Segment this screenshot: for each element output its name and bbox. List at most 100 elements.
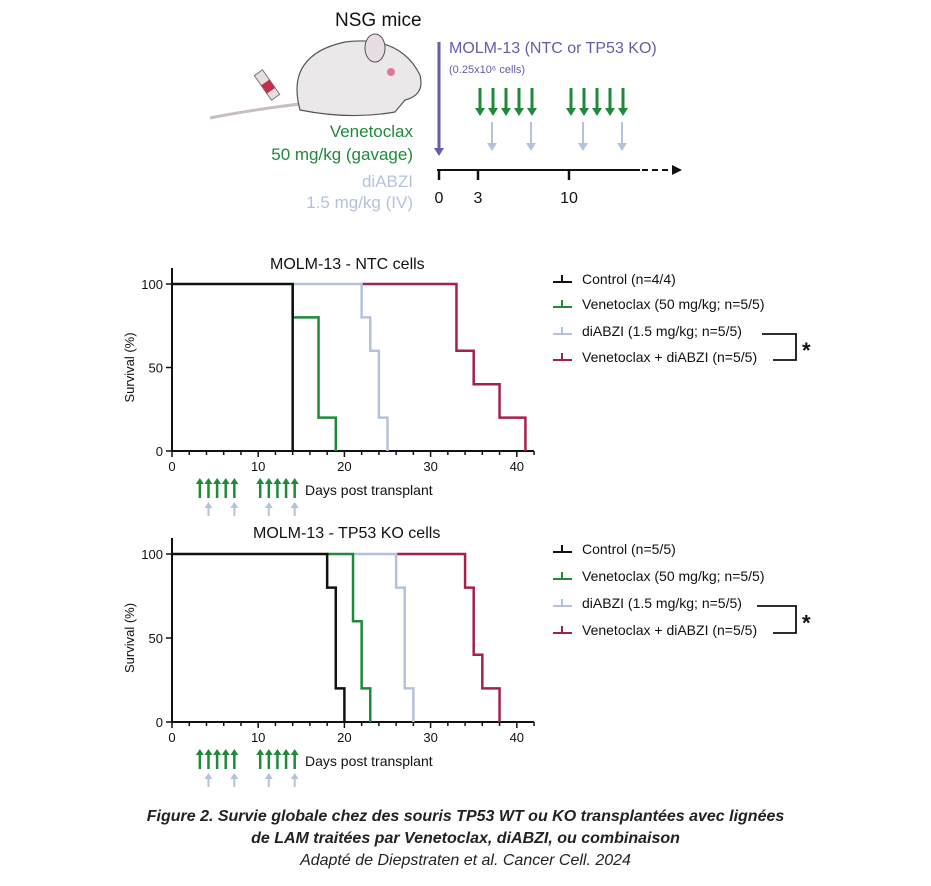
chart1-venetoclax-arrow-head <box>290 478 299 484</box>
schema-title: NSG mice <box>335 10 422 31</box>
chart1-title: MOLM-13 - NTC cells <box>270 256 425 273</box>
chart1-venetoclax-arrow-head <box>256 478 265 484</box>
chart2-venetoclax-arrow-head <box>230 749 239 755</box>
chart1-diabzi-arrow-head <box>290 502 299 508</box>
chart2-x-tick-label: 20 <box>337 730 351 745</box>
chart2-series-diabzi <box>353 552 415 722</box>
diabzi-dose-arrow-head <box>617 143 627 151</box>
chart1-diabzi-arrow-head <box>204 502 213 508</box>
chart2-series-combo <box>396 552 501 722</box>
chart1-legend-diabzi: diABZI (1.5 mg/kg; n=5/5) <box>582 323 742 339</box>
venetoclax-dose-arrow-head <box>592 108 602 116</box>
chart1-x-tick-label: 30 <box>423 459 437 474</box>
chart1-series-venetoclax <box>291 284 338 451</box>
chart2-series-venetoclax <box>327 552 372 722</box>
chart2-diabzi-arrow-head <box>230 773 239 779</box>
mouse-illustration <box>209 33 422 120</box>
chart1-diabzi-arrow-head <box>230 502 239 508</box>
chart2-venetoclax-arrow-head <box>221 749 230 755</box>
timeline-tick-label: 0 <box>435 190 444 207</box>
chart2-y-tick-label: 100 <box>141 547 163 562</box>
chart1-x-tick-label: 40 <box>510 459 524 474</box>
diabzi-dose-arrow-head <box>526 143 536 151</box>
chart1-venetoclax-arrow-head <box>195 478 204 484</box>
venetoclax-dose-arrow-head <box>618 108 628 116</box>
injection-label: MOLM-13 (NTC or TP53 KO) <box>449 40 657 57</box>
chart1-legend-combo: Venetoclax + diABZI (n=5/5) <box>582 349 758 365</box>
diabzi-name: diABZI <box>361 172 413 191</box>
chart1-significance-star: * <box>802 338 811 363</box>
chart1-x-label: Days post transplant <box>305 482 433 498</box>
chart2-legend-venetoclax: Venetoclax (50 mg/kg; n=5/5) <box>582 568 765 584</box>
caption-line2: de LAM traitées par Venetoclax, diABZI, … <box>251 830 680 847</box>
chart1-venetoclax-arrow-head <box>273 478 282 484</box>
chart2-legend-control: Control (n=5/5) <box>582 541 676 557</box>
injection-cells: (0.25x10⁶ cells) <box>449 64 526 76</box>
chart1-legend-control: Control (n=4/4) <box>582 271 676 287</box>
chart1-venetoclax-arrow-head <box>204 478 213 484</box>
diabzi-dose-arrow-head <box>578 143 588 151</box>
chart2-x-tick-label: 10 <box>251 730 265 745</box>
chart1-series-combo <box>361 282 527 451</box>
mouse-tail-icon <box>209 102 301 120</box>
chart1-y-tick-label: 100 <box>141 277 163 292</box>
mouse-body-icon <box>296 40 422 117</box>
chart1-venetoclax-arrow-head <box>264 478 273 484</box>
caption-source: Adapté de Diepstraten et al. Cancer Cell… <box>300 852 631 869</box>
syringe-fluid-icon <box>261 79 276 94</box>
chart2-venetoclax-arrow-head <box>195 749 204 755</box>
chart1-y-label: Survival (%) <box>122 332 137 402</box>
mouse-eye-icon <box>387 68 395 76</box>
chart2-diabzi-arrow-head <box>204 773 213 779</box>
chart2-venetoclax-arrow-head <box>273 749 282 755</box>
chart2-venetoclax-arrow-head <box>290 749 299 755</box>
venetoclax-dose-arrow-head <box>475 108 485 116</box>
chart1-x-tick-label: 10 <box>251 459 265 474</box>
chart1-venetoclax-arrow-head <box>213 478 222 484</box>
chart2-series-control <box>172 552 346 722</box>
chart1-y-tick-label: 50 <box>149 361 163 376</box>
chart1-venetoclax-arrow-head <box>221 478 230 484</box>
chart2-legend-diabzi: diABZI (1.5 mg/kg; n=5/5) <box>582 595 742 611</box>
chart1-x-tick-label: 20 <box>337 459 351 474</box>
timeline-tick-label: 3 <box>474 190 483 207</box>
venetoclax-dose-arrow-head <box>605 108 615 116</box>
chart2-venetoclax-arrow-head <box>282 749 291 755</box>
injection-arrow-head <box>434 148 444 156</box>
chart2-title: MOLM-13 - TP53 KO cells <box>253 525 441 542</box>
chart1-series-control <box>172 282 294 451</box>
chart2-y-tick-label: 50 <box>149 631 163 646</box>
chart2-x-tick-label: 40 <box>510 730 524 745</box>
venetoclax-dose-arrow-head <box>579 108 589 116</box>
chart1-venetoclax-arrow-head <box>282 478 291 484</box>
chart2-x-label: Days post transplant <box>305 753 433 769</box>
chart1-series-diabzi <box>292 282 389 451</box>
timeline-arrowhead-icon <box>672 165 682 175</box>
diabzi-dose: 1.5 mg/kg (IV) <box>306 193 413 212</box>
mouse-ear-icon <box>364 33 386 63</box>
chart2-diabzi-arrow-head <box>264 773 273 779</box>
chart2-legend-combo: Venetoclax + diABZI (n=5/5) <box>582 622 758 638</box>
chart2-significance-star: * <box>802 611 811 636</box>
chart1-x-tick-label: 0 <box>168 459 175 474</box>
venetoclax-dose-arrow-head <box>527 108 537 116</box>
chart2-venetoclax-arrow-head <box>204 749 213 755</box>
chart2-x-tick-label: 30 <box>423 730 437 745</box>
chart2-venetoclax-arrow-head <box>256 749 265 755</box>
chart1-diabzi-arrow-head <box>264 502 273 508</box>
venetoclax-dose-arrow-head <box>566 108 576 116</box>
chart2-y-tick-label: 0 <box>156 715 163 730</box>
venetoclax-dose: 50 mg/kg (gavage) <box>271 145 413 164</box>
venetoclax-dose-arrow-head <box>488 108 498 116</box>
chart1-legend-venetoclax: Venetoclax (50 mg/kg; n=5/5) <box>582 296 765 312</box>
chart2-significance-bracket <box>757 605 797 634</box>
chart1-venetoclax-arrow-head <box>230 478 239 484</box>
chart2-venetoclax-arrow-head <box>264 749 273 755</box>
venetoclax-name: Venetoclax <box>329 122 413 141</box>
chart2-diabzi-arrow-head <box>290 773 299 779</box>
caption-line1: Figure 2. Survie globale chez des souris… <box>146 808 785 825</box>
chart1-y-tick-label: 0 <box>156 444 163 459</box>
chart1-significance-bracket <box>762 333 797 361</box>
venetoclax-dose-arrow-head <box>501 108 511 116</box>
